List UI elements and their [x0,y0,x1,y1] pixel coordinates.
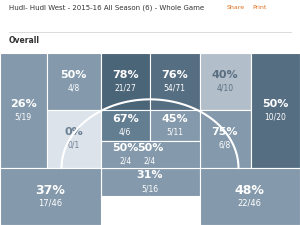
Text: 50%: 50% [262,99,288,109]
Text: Share: Share [226,4,244,9]
Text: 0%: 0% [64,127,83,137]
Text: 75%: 75% [212,127,238,137]
Bar [100,141,150,168]
Text: 50%: 50% [60,70,87,80]
Text: 31%: 31% [137,170,163,180]
Text: 67%: 67% [112,114,139,124]
Text: 48%: 48% [235,184,265,197]
Bar [46,110,100,168]
Text: 4/8: 4/8 [68,83,80,92]
Text: 76%: 76% [161,70,188,80]
Text: Overall: Overall [9,36,40,45]
Bar [100,168,200,196]
Bar [200,168,300,225]
Bar [100,53,150,110]
Text: 37%: 37% [35,184,65,197]
Text: 6/8: 6/8 [219,141,231,150]
Bar [200,53,250,110]
Text: 21/27: 21/27 [114,83,136,92]
Bar [200,110,250,168]
Text: 2/4: 2/4 [144,156,156,165]
Text: 26%: 26% [10,99,37,109]
Text: 5/19: 5/19 [15,112,32,122]
Text: 5/11: 5/11 [166,127,183,136]
Text: Print: Print [252,4,266,9]
Bar [100,141,200,168]
Text: 10/20: 10/20 [264,112,286,122]
Text: Hudl- Hudl West - 2015-16 All Season (6) - Whole Game: Hudl- Hudl West - 2015-16 All Season (6)… [9,4,204,11]
Text: 2/4: 2/4 [119,156,131,165]
Bar [0,168,100,225]
Text: 4/6: 4/6 [119,127,131,136]
Bar [46,53,100,110]
Bar [100,110,150,141]
Text: 78%: 78% [112,70,139,80]
Text: 0/1: 0/1 [68,141,80,150]
Text: 22/46: 22/46 [238,199,262,208]
Bar [150,53,200,110]
Text: 17/46: 17/46 [38,199,62,208]
Text: 54/71: 54/71 [164,83,186,92]
Text: 4/10: 4/10 [216,83,234,92]
Bar [150,110,200,141]
Text: 50%: 50% [112,143,138,153]
Bar [0,53,46,168]
Text: 45%: 45% [161,114,188,124]
Text: 40%: 40% [212,70,238,80]
Text: 50%: 50% [137,143,163,153]
Bar [250,53,300,168]
Text: 5/16: 5/16 [141,184,159,193]
